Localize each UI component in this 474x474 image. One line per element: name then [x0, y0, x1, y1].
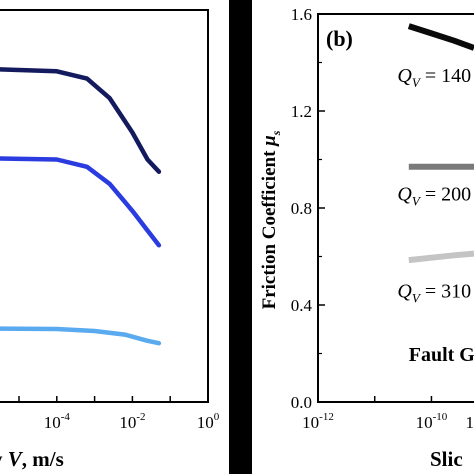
panel-b-annotation: QV = 310 k	[397, 281, 474, 306]
panel-b-marks	[407, 23, 474, 264]
panel-a-marks	[0, 67, 162, 346]
panel-b-y-tick-label: 0.4	[291, 296, 313, 315]
panel-b-x-axis-label: Slic	[430, 447, 463, 471]
panel-b-y-tick-label: 0.8	[291, 199, 312, 218]
panel-b-x-ticks: 10-12 10-10 10	[302, 396, 474, 432]
panel-b-y-tick-label: 1.2	[291, 102, 312, 121]
panel-b-series-line-3	[408, 250, 474, 264]
panel-b-label: (b)	[326, 26, 353, 51]
panel-a-series-line-1	[0, 67, 162, 174]
panel-divider	[229, 0, 252, 474]
panel-a-x-tick-label: 10-2	[119, 411, 145, 432]
panel-b-series-line-1	[407, 23, 474, 51]
panel-a-series-line-3	[0, 326, 162, 346]
panel-b-y-axis-label: Friction Coefficient μs	[259, 130, 283, 309]
panel-b-annotation: QV = 140 k	[397, 65, 474, 90]
panel-b-x-tick-label: 10-10	[416, 411, 448, 432]
panel-b-annotation: Fault Geom	[409, 344, 474, 366]
panel-a-x-ticks: 10-4 10-2 100	[18, 396, 220, 432]
panel-b-y-tick-label: 0.0	[291, 393, 312, 412]
panel-b-x-tick-label: 10	[466, 413, 474, 432]
panel-b-y-tick-label: 1.6	[291, 5, 312, 24]
panel-a-x-tick-label: 100	[197, 411, 220, 432]
panel-b-annotations: QV = 140 k QV = 200 k QV = 310 k Fault Geom	[397, 65, 474, 366]
panel-b-y-ticks: 0.0 0.4 0.8 1.2 1.6	[291, 5, 325, 412]
panel-a-x-axis-label: y V, m/s	[0, 447, 64, 471]
panel-b-annotation: QV = 200 k	[397, 184, 474, 209]
panel-a-x-tick-label: 10-4	[44, 411, 71, 432]
panel-b-x-tick-label: 10-12	[302, 411, 334, 432]
panel-a-series-line-2	[0, 156, 162, 248]
